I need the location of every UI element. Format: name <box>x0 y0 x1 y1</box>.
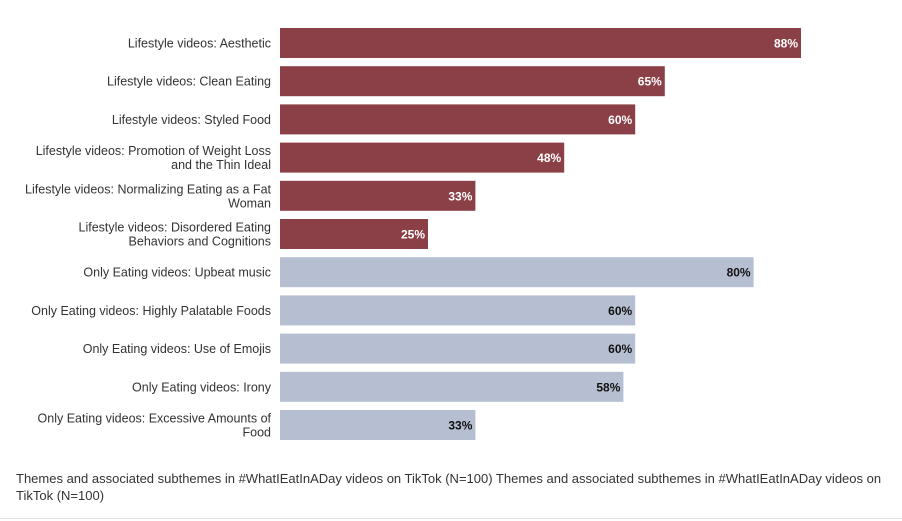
bar-lifestyle <box>280 180 476 211</box>
bar-value-label: 88% <box>774 37 798 51</box>
bar-value-label: 60% <box>608 304 632 318</box>
bar-lifestyle <box>280 104 636 135</box>
bar-only-eating <box>280 257 754 288</box>
category-label: Lifestyle videos: Clean Eating <box>107 75 271 89</box>
bar-value-label: 60% <box>608 342 632 356</box>
bar-value-label: 60% <box>608 113 632 127</box>
bottom-divider <box>0 518 902 519</box>
figure-caption: Themes and associated subthemes in #What… <box>16 471 882 503</box>
category-label: Only Eating videos: Upbeat music <box>83 266 271 280</box>
bar-only-eating <box>280 295 636 326</box>
category-label: Only Eating videos: Highly Palatable Foo… <box>31 304 271 318</box>
bar-lifestyle <box>280 219 428 249</box>
bar-value-label: 58% <box>596 380 620 394</box>
bar-only-eating <box>280 410 476 440</box>
category-label: Only Eating videos: Use of Emojis <box>83 342 271 356</box>
category-label: Lifestyle videos: Disordered Eating Behav… <box>79 221 272 249</box>
bar-value-label: 80% <box>727 266 751 280</box>
bar-value-label: 33% <box>448 189 472 203</box>
category-label: Lifestyle videos: Normalizing Eating as … <box>25 182 271 210</box>
category-label: Lifestyle videos: Promotion of Weight Lo… <box>36 144 271 172</box>
bar-value-label: 25% <box>401 228 425 242</box>
bar-value-label: 65% <box>638 75 662 89</box>
category-label: Only Eating videos: Irony <box>132 380 272 394</box>
bar-lifestyle <box>280 28 801 58</box>
bar-value-label: 33% <box>448 419 472 433</box>
category-label: Only Eating videos: Excessive Amounts of… <box>38 412 272 440</box>
bar-chart: 88% Lifestyle videos: Aesthetic 65% Lifesty… <box>25 28 801 440</box>
bar-value-label: 48% <box>537 151 561 165</box>
category-label: Lifestyle videos: Styled Food <box>112 113 271 127</box>
bar-lifestyle <box>280 142 565 173</box>
bar-only-eating <box>280 333 636 364</box>
category-label: Lifestyle videos: Aesthetic <box>128 37 271 51</box>
bar-lifestyle <box>280 66 665 97</box>
bar-only-eating <box>280 371 624 402</box>
